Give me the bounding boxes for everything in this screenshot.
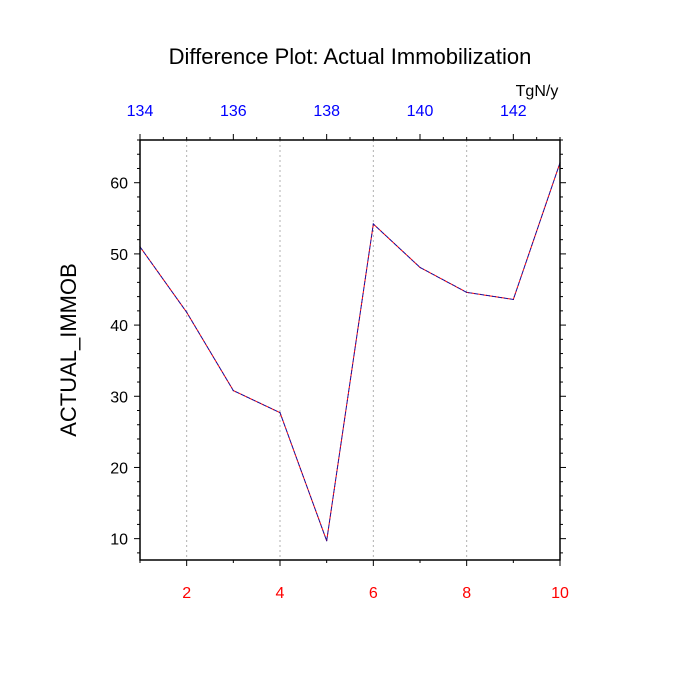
x-tick-label: 4 — [276, 585, 285, 602]
top-tick-label: 142 — [500, 103, 527, 120]
top-tick-label: 134 — [127, 103, 154, 120]
data-point — [186, 311, 188, 313]
top-tick-label: 138 — [313, 103, 340, 120]
y-tick-label: 30 — [110, 389, 128, 406]
y-tick-label: 50 — [110, 247, 128, 264]
x-tick-label: 10 — [551, 585, 569, 602]
top-tick-label: 136 — [220, 103, 247, 120]
y-axis-label: ACTUAL_IMMOB — [56, 263, 81, 437]
data-point — [279, 412, 281, 414]
data-point — [512, 298, 514, 301]
y-tick-label: 60 — [110, 176, 128, 193]
x-tick-label: 6 — [369, 585, 378, 602]
top-tick-label: 140 — [407, 103, 434, 120]
data-point — [466, 291, 468, 293]
data-point — [326, 540, 328, 542]
plot-frame — [139, 139, 561, 561]
x-tick-label: 8 — [462, 585, 471, 602]
series-line — [139, 162, 561, 541]
axis-ticks — [134, 134, 566, 566]
x-tick-label: 2 — [182, 585, 191, 602]
top-axis-units-label: TgN/y — [516, 83, 559, 100]
data-point — [372, 223, 374, 225]
data-point — [232, 389, 234, 392]
series-group — [139, 162, 561, 542]
data-point — [419, 266, 421, 269]
y-tick-label: 20 — [110, 460, 128, 477]
series-line-alt — [139, 162, 561, 541]
grid-lines — [186, 140, 468, 560]
y-tick-label: 40 — [110, 318, 128, 335]
y-tick-label: 10 — [110, 532, 128, 549]
tick-labels: 2 4 6 8 10 134 136 138 140 142 10 20 30 40 50 60 — [110, 103, 569, 602]
chart-title: Difference Plot: Actual Immobilization — [169, 44, 532, 69]
